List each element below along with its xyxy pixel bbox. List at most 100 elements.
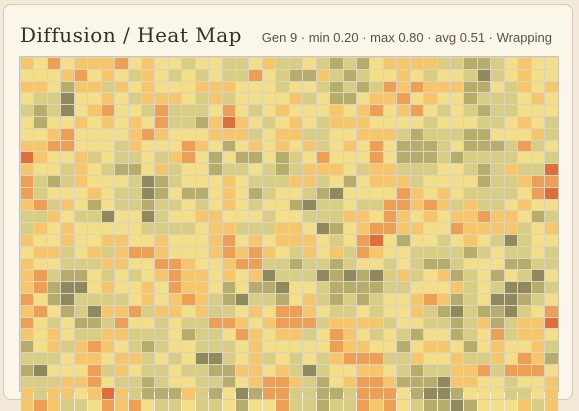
heatmap-cell[interactable] (504, 128, 518, 140)
heatmap-cell[interactable] (504, 58, 518, 69)
heatmap-cell[interactable] (383, 246, 397, 258)
heatmap-cell[interactable] (249, 293, 262, 305)
heatmap-cell[interactable] (424, 199, 437, 211)
heatmap-cell[interactable] (222, 305, 235, 317)
heatmap-cell[interactable] (88, 376, 101, 388)
heatmap-cell[interactable] (209, 341, 222, 352)
heatmap-cell[interactable] (141, 400, 155, 411)
heatmap-cell[interactable] (397, 329, 410, 341)
heatmap-cell[interactable] (249, 58, 262, 69)
heatmap-cell[interactable] (330, 58, 343, 69)
heatmap-cell[interactable] (182, 305, 195, 317)
heatmap-cell[interactable] (34, 246, 47, 258)
heatmap-cell[interactable] (451, 69, 464, 81)
heatmap-cell[interactable] (21, 164, 34, 175)
heatmap-cell[interactable] (209, 364, 222, 376)
heatmap-cell[interactable] (464, 400, 477, 411)
heatmap-cell[interactable] (182, 152, 195, 164)
heatmap-cell[interactable] (249, 258, 262, 270)
heatmap-cell[interactable] (115, 258, 128, 270)
heatmap-cell[interactable] (276, 128, 289, 140)
heatmap-cell[interactable] (101, 388, 115, 400)
heatmap-cell[interactable] (545, 388, 558, 400)
heatmap-cell[interactable] (61, 105, 74, 116)
heatmap-cell[interactable] (303, 199, 316, 211)
heatmap-cell[interactable] (74, 317, 88, 329)
heatmap-cell[interactable] (370, 341, 383, 352)
heatmap-cell[interactable] (141, 116, 155, 128)
heatmap-cell[interactable] (477, 341, 491, 352)
heatmap-cell[interactable] (141, 58, 155, 69)
heatmap-cell[interactable] (356, 69, 370, 81)
heatmap-cell[interactable] (531, 270, 545, 282)
heatmap-cell[interactable] (370, 246, 383, 258)
heatmap-cell[interactable] (236, 234, 249, 246)
heatmap-cell[interactable] (155, 376, 168, 388)
heatmap-cell[interactable] (222, 376, 235, 388)
heatmap-cell[interactable] (343, 105, 356, 116)
heatmap-cell[interactable] (289, 305, 303, 317)
heatmap-cell[interactable] (61, 270, 74, 282)
heatmap-cell[interactable] (222, 58, 235, 69)
heatmap-cell[interactable] (276, 152, 289, 164)
heatmap-cell[interactable] (289, 93, 303, 105)
heatmap-cell[interactable] (168, 128, 182, 140)
heatmap-cell[interactable] (383, 293, 397, 305)
heatmap-cell[interactable] (209, 140, 222, 152)
heatmap-cell[interactable] (101, 270, 115, 282)
heatmap-cell[interactable] (303, 128, 316, 140)
heatmap-cell[interactable] (504, 69, 518, 81)
heatmap-cell[interactable] (249, 317, 262, 329)
heatmap-cell[interactable] (370, 81, 383, 93)
heatmap-cell[interactable] (101, 400, 115, 411)
heatmap-cell[interactable] (101, 93, 115, 105)
heatmap-cell[interactable] (330, 234, 343, 246)
heatmap-cell[interactable] (545, 164, 558, 175)
heatmap-cell[interactable] (383, 81, 397, 93)
heatmap-cell[interactable] (236, 223, 249, 234)
heatmap-cell[interactable] (451, 152, 464, 164)
heatmap-cell[interactable] (128, 164, 141, 175)
heatmap-cell[interactable] (464, 164, 477, 175)
heatmap-cell[interactable] (437, 152, 450, 164)
heatmap-cell[interactable] (330, 69, 343, 81)
heatmap-cell[interactable] (115, 293, 128, 305)
heatmap-cell[interactable] (356, 234, 370, 246)
heatmap-cell[interactable] (397, 211, 410, 223)
heatmap-cell[interactable] (141, 187, 155, 199)
heatmap-cell[interactable] (437, 211, 450, 223)
heatmap-cell[interactable] (477, 105, 491, 116)
heatmap-cell[interactable] (518, 175, 531, 187)
heatmap-cell[interactable] (289, 223, 303, 234)
heatmap-cell[interactable] (236, 400, 249, 411)
heatmap-cell[interactable] (236, 211, 249, 223)
heatmap-cell[interactable] (531, 69, 545, 81)
heatmap-cell[interactable] (182, 258, 195, 270)
heatmap-cell[interactable] (451, 199, 464, 211)
heatmap-cell[interactable] (195, 305, 209, 317)
heatmap-cell[interactable] (303, 93, 316, 105)
heatmap-cell[interactable] (316, 270, 330, 282)
heatmap-cell[interactable] (141, 388, 155, 400)
heatmap-cell[interactable] (330, 364, 343, 376)
heatmap-cell[interactable] (491, 223, 504, 234)
heatmap-cell[interactable] (477, 388, 491, 400)
heatmap-cell[interactable] (115, 140, 128, 152)
heatmap-cell[interactable] (88, 270, 101, 282)
heatmap-cell[interactable] (451, 93, 464, 105)
heatmap-cell[interactable] (343, 69, 356, 81)
heatmap-cell[interactable] (195, 199, 209, 211)
heatmap-cell[interactable] (209, 199, 222, 211)
heatmap-cell[interactable] (437, 234, 450, 246)
heatmap-cell[interactable] (21, 199, 34, 211)
heatmap-cell[interactable] (545, 116, 558, 128)
heatmap-cell[interactable] (477, 364, 491, 376)
heatmap-cell[interactable] (316, 69, 330, 81)
heatmap-cell[interactable] (61, 211, 74, 223)
heatmap-cell[interactable] (397, 175, 410, 187)
heatmap-cell[interactable] (115, 317, 128, 329)
heatmap-cell[interactable] (451, 376, 464, 388)
heatmap-cell[interactable] (451, 187, 464, 199)
heatmap-cell[interactable] (504, 282, 518, 293)
heatmap-cell[interactable] (168, 246, 182, 258)
